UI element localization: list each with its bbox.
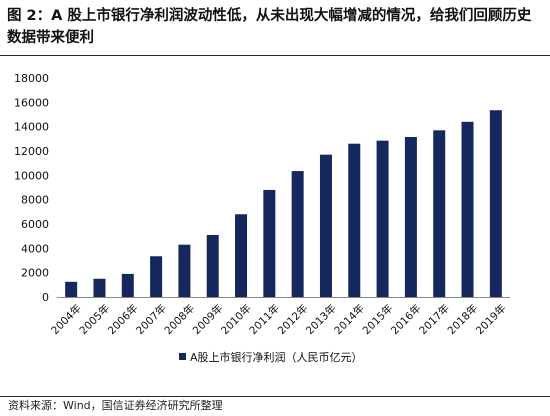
x-tick-label: 2018年 (445, 302, 481, 338)
y-tick-label: 12000 (14, 145, 49, 158)
y-tick-label: 18000 (14, 72, 49, 85)
legend: A股上市银行净利润（人民币亿元） (179, 350, 363, 364)
bar (263, 189, 276, 297)
bar (319, 154, 332, 297)
x-tick-label: 2004年 (48, 302, 84, 338)
x-tick-label: 2007年 (133, 302, 169, 338)
bar (235, 214, 248, 297)
bar (65, 281, 78, 297)
figure-title: 图 2：A 股上市银行净利润波动性低，从未出现大幅增减的情况，给我们回顾历史数据… (7, 8, 532, 46)
bar (404, 137, 417, 297)
x-tick-label: 2010年 (218, 302, 254, 338)
bars (65, 110, 502, 297)
bottom-rule (0, 396, 550, 397)
bar-chart: 0 2000 4000 6000 8000 10000 12000 14000 16000 180… (14, 72, 510, 364)
x-tick-label: 2014年 (332, 302, 368, 338)
y-tick-label: 8000 (21, 194, 49, 207)
y-tick-label: 4000 (21, 242, 49, 255)
y-axis-ticks: 0 2000 4000 6000 8000 10000 12000 14000 16000 180… (14, 72, 49, 304)
bar (348, 143, 361, 297)
x-tick-label: 2008年 (162, 302, 198, 338)
x-tick-label: 2012年 (275, 302, 311, 338)
x-tick-label: 2013年 (303, 302, 339, 338)
legend-swatch (179, 353, 186, 360)
bar (461, 121, 474, 297)
bar (178, 244, 191, 297)
x-tick-label: 2016年 (388, 302, 424, 338)
bar (93, 278, 106, 297)
bar (206, 234, 219, 297)
x-tick-label: 2017年 (416, 302, 452, 338)
x-tick-label: 2011年 (247, 302, 283, 338)
x-tick-label: 2005年 (77, 302, 113, 338)
y-tick-label: 14000 (14, 121, 49, 134)
bar (150, 256, 163, 297)
source-note: 资料来源：Wind，国信证券经济研究所整理 (8, 399, 223, 412)
x-axis-ticks: 2004年2005年2006年2007年2008年2009年2010年2011年… (48, 302, 508, 338)
y-tick-label: 10000 (14, 169, 49, 182)
x-tick-label: 2009年 (190, 302, 226, 338)
bar (489, 110, 502, 297)
y-tick-label: 16000 (14, 96, 49, 109)
bar (121, 273, 134, 297)
y-tick-label: 2000 (21, 267, 49, 280)
top-rule (0, 55, 550, 56)
y-tick-label: 6000 (21, 218, 49, 231)
x-tick-label: 2015年 (360, 302, 396, 338)
x-tick-label: 2019年 (473, 302, 509, 338)
bar (376, 140, 389, 297)
bar (291, 171, 304, 297)
y-tick-label: 0 (42, 291, 49, 304)
bar (433, 130, 446, 297)
x-tick-label: 2006年 (105, 302, 141, 338)
legend-label: A股上市银行净利润（人民币亿元） (190, 350, 363, 364)
